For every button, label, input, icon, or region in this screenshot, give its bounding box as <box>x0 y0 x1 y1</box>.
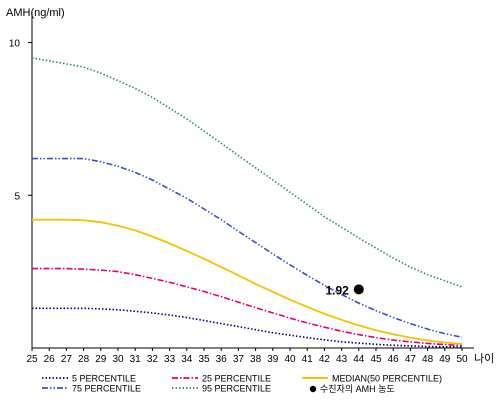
x-tick-label-48: 48 <box>422 354 434 365</box>
axes <box>31 12 474 349</box>
x-tick-label-47: 47 <box>405 354 417 365</box>
legend-marker-swatch <box>309 385 317 393</box>
x-tick-label-40: 40 <box>284 354 296 365</box>
x-tick-label-35: 35 <box>198 354 210 365</box>
patient-amh-marker <box>353 284 364 295</box>
series-lines <box>31 57 463 348</box>
y-ticks: 5 10 <box>9 39 32 202</box>
x-tick-label-41: 41 <box>302 354 314 365</box>
x-tick-label-33: 33 <box>164 354 176 365</box>
x-tick-label-50: 50 <box>456 354 468 365</box>
x-tick-label-42: 42 <box>319 354 331 365</box>
patient-amh-value-label: 1.92 <box>325 283 349 297</box>
x-tick-label-28: 28 <box>78 354 90 365</box>
x-tick-label-37: 37 <box>233 354 245 365</box>
x-tick-label-38: 38 <box>250 354 262 365</box>
x-tick-label-30: 30 <box>112 354 124 365</box>
x-ticks: 25 26 27 28 29 30 31 32 33 34 35 36 37 38 39 40 41 42 43 44… <box>26 348 468 365</box>
legend-label-3: 75 PERCENTILE <box>72 384 141 394</box>
series-line-0 <box>32 307 463 348</box>
series-line-1 <box>32 267 463 347</box>
legend-marker-label: 수진자의 AMH 농도 <box>320 384 395 394</box>
x-tick-label-43: 43 <box>336 354 348 365</box>
x-tick-label-25: 25 <box>26 354 38 365</box>
y-tick-label-5: 5 <box>14 191 20 202</box>
series-line-4 <box>31 57 463 288</box>
x-tick-label-26: 26 <box>44 354 56 365</box>
series-line-2 <box>32 218 463 345</box>
x-tick-label-32: 32 <box>147 354 159 365</box>
marker-group: 1.92 <box>325 283 364 297</box>
x-tick-label-46: 46 <box>388 354 400 365</box>
legend-label-1: 25 PERCENTILE <box>202 374 271 384</box>
x-tick-label-29: 29 <box>95 354 107 365</box>
x-axis-title: 나이 <box>474 352 494 365</box>
y-tick-label-10: 10 <box>9 39 21 50</box>
legend-label-4: 95 PERCENTILE <box>202 384 271 394</box>
x-tick-label-27: 27 <box>61 354 73 365</box>
x-tick-label-49: 49 <box>439 354 451 365</box>
series-line-3 <box>32 157 463 339</box>
y-axis-title: AMH(ng/ml) <box>6 7 65 19</box>
legend-label-2: MEDIAN(50 PERCENTILE) <box>332 374 442 384</box>
x-tick-label-31: 31 <box>130 354 142 365</box>
x-tick-label-39: 39 <box>267 354 279 365</box>
x-tick-label-34: 34 <box>181 354 193 365</box>
x-tick-label-36: 36 <box>216 354 228 365</box>
x-tick-label-44: 44 <box>353 354 365 365</box>
legend-label-0: 5 PERCENTILE <box>72 374 136 384</box>
x-tick-label-45: 45 <box>370 354 382 365</box>
